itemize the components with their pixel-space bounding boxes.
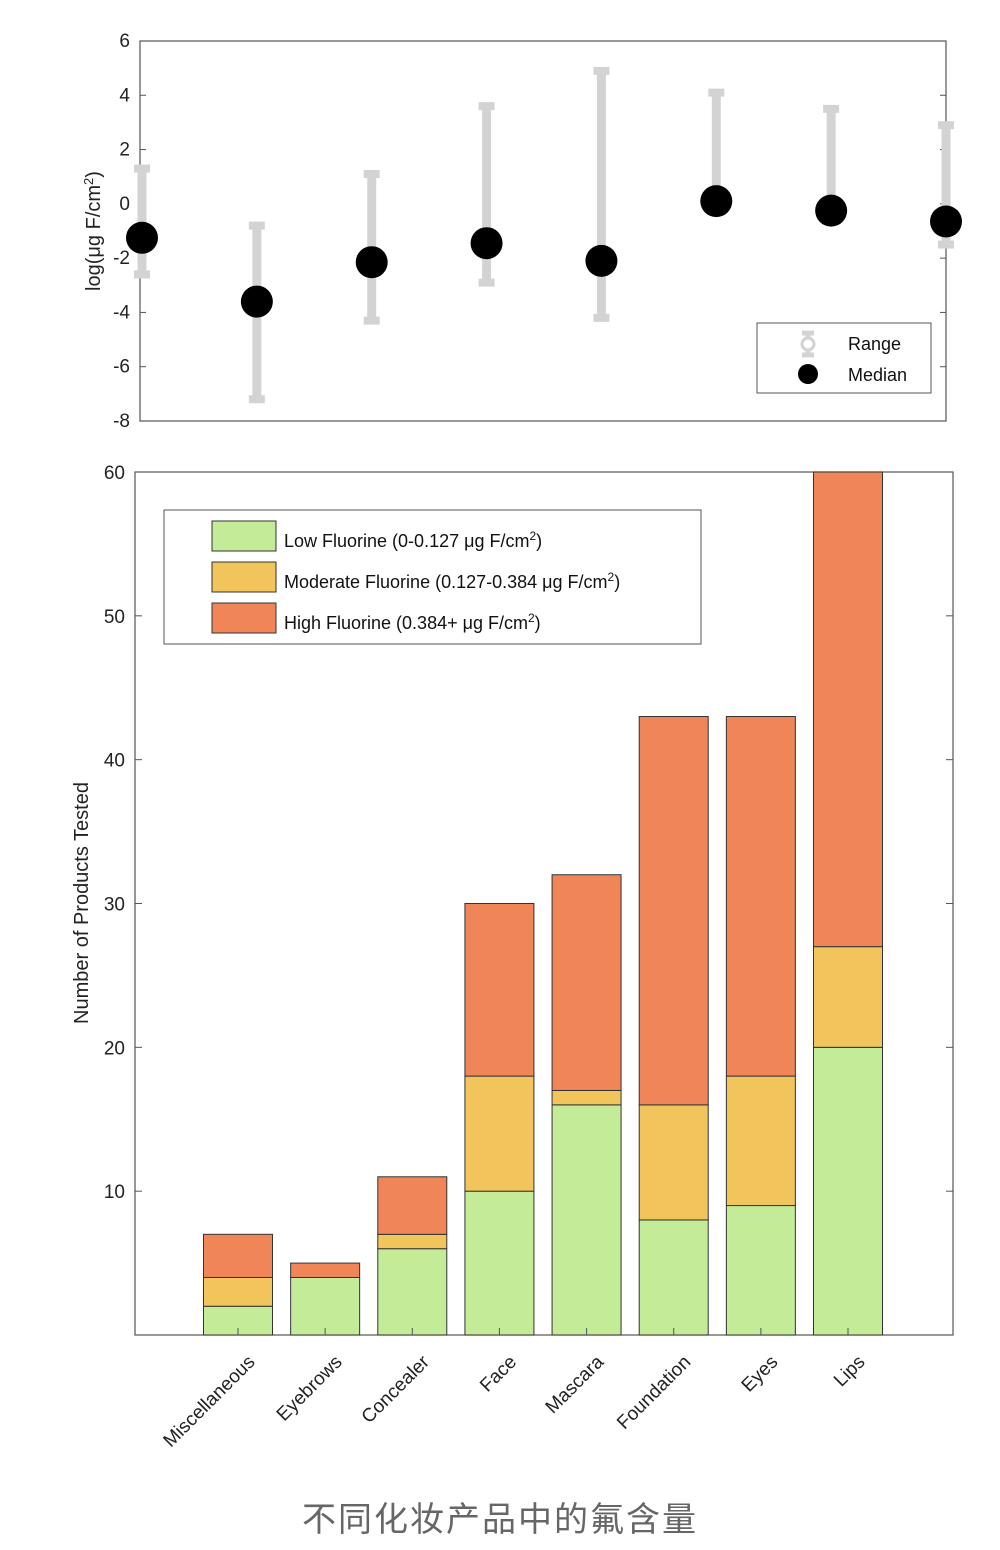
top-legend-box xyxy=(756,322,932,394)
median-point xyxy=(700,185,733,218)
bar-segment-moderate xyxy=(725,1075,796,1207)
bar-segment-moderate xyxy=(638,1104,709,1221)
legend-high-close: ) xyxy=(535,613,541,633)
legend-low-label: Low Fluorine (0-0.127 μg F/cm2) xyxy=(284,529,542,551)
top-y-tick-label: 2 xyxy=(119,140,130,161)
bottom-y-tick-label: 40 xyxy=(104,751,125,772)
bottom-y-tick-label: 20 xyxy=(104,1038,125,1059)
legend-high-label: High Fluorine (0.384+ μg F/cm2) xyxy=(284,611,541,633)
bar-segment-moderate xyxy=(377,1233,448,1250)
bar-segment-high xyxy=(638,716,709,1106)
bar-segment-high xyxy=(464,903,535,1077)
x-category-label: Mascara xyxy=(542,1351,609,1418)
bar-segment-high xyxy=(203,1233,273,1278)
bar-segment-moderate xyxy=(464,1075,535,1192)
legend-range-label: Range xyxy=(848,334,901,354)
median-point xyxy=(815,194,848,227)
bar-segment-high xyxy=(551,874,622,1091)
bottom-x-axis-labels: Miscellaneous Eyebrows Concealer Face Mascar… xyxy=(160,1328,870,1452)
bottom-legend: Low Fluorine (0-0.127 μg F/cm2) Moderate… xyxy=(163,509,702,645)
top-y-axis-label-sup: 2 xyxy=(81,178,96,185)
x-category-label: Eyes xyxy=(738,1352,783,1397)
top-legend: Range Median xyxy=(756,322,932,394)
legend-low-swatch xyxy=(211,520,277,552)
bar-segment-high xyxy=(725,716,796,1077)
legend-moderate-close: ) xyxy=(614,572,620,592)
bar-segment-low xyxy=(725,1205,796,1336)
legend-moderate-swatch xyxy=(211,561,277,593)
bar-segment-moderate xyxy=(551,1089,622,1106)
bottom-y-tick-label: 50 xyxy=(104,607,125,628)
legend-high-swatch xyxy=(211,602,277,634)
top-y-axis-label-main: log(μg F/cm xyxy=(83,185,105,291)
top-y-tick-label: -8 xyxy=(113,411,130,432)
median-point xyxy=(930,205,962,238)
top-y-tick-label: -4 xyxy=(113,302,130,323)
legend-high-sup: 2 xyxy=(528,611,535,625)
legend-median-marker xyxy=(798,364,818,384)
top-plot-marks xyxy=(126,66,962,404)
legend-range-dot xyxy=(800,336,816,352)
bar-segment-moderate xyxy=(203,1276,273,1307)
x-category-label: Miscellaneous xyxy=(160,1352,260,1452)
median-point xyxy=(355,246,388,279)
legend-low-close: ) xyxy=(536,531,542,551)
x-category-label: Face xyxy=(476,1352,521,1397)
top-y-tick-label: 6 xyxy=(119,31,130,52)
top-y-tick-label: 0 xyxy=(119,194,130,215)
median-point xyxy=(585,244,618,277)
bottom-y-tick-label: 60 xyxy=(104,463,125,484)
legend-moderate-sup: 2 xyxy=(608,570,615,584)
bar-segment-high xyxy=(813,471,883,948)
x-category-label: Lips xyxy=(830,1352,869,1391)
stacked-bar-chart: 60 50 40 30 20 10 Miscellaneous Eyebrows Concea… xyxy=(71,463,954,1452)
median-point xyxy=(126,221,158,254)
bar-segment-high xyxy=(377,1176,448,1235)
bar-segment-low xyxy=(638,1219,709,1336)
bottom-bars xyxy=(203,471,883,1336)
x-category-label: Concealer xyxy=(358,1351,435,1428)
legend-high-text: High Fluorine (0.384+ μg F/cm xyxy=(284,613,528,633)
x-category-label: Foundation xyxy=(613,1352,695,1434)
bar-segment-high xyxy=(290,1262,361,1278)
top-y-axis-label-close: ) xyxy=(83,171,105,178)
bar-segment-low xyxy=(464,1190,535,1336)
top-y-tick-label: -2 xyxy=(113,248,130,269)
bar-segment-low xyxy=(813,1046,883,1336)
median-point xyxy=(470,227,503,260)
median-point xyxy=(240,285,273,318)
bar-segment-moderate xyxy=(813,946,883,1048)
legend-moderate-label: Moderate Fluorine (0.127-0.384 μg F/cm2) xyxy=(284,570,620,592)
x-category-label: Eyebrows xyxy=(273,1352,347,1426)
bottom-y-axis-ticks: 60 50 40 30 20 10 xyxy=(104,463,953,1203)
legend-low-text: Low Fluorine (0-0.127 μg F/cm xyxy=(284,531,529,551)
bar-segment-low xyxy=(551,1104,622,1336)
bottom-y-tick-label: 10 xyxy=(104,1182,125,1203)
top-y-tick-label: -6 xyxy=(113,357,130,378)
bottom-y-tick-label: 30 xyxy=(104,895,125,916)
figure-caption: 不同化妆产品中的氟含量 xyxy=(302,1500,698,1540)
legend-median-label: Median xyxy=(848,365,907,385)
top-y-axis-label: log(μg F/cm2) xyxy=(81,171,106,291)
legend-moderate-text: Moderate Fluorine (0.127-0.384 μg F/cm xyxy=(284,572,608,592)
bottom-y-axis-label: Number of Products Tested xyxy=(71,782,93,1024)
legend-low-sup: 2 xyxy=(529,529,536,543)
bar-segment-low xyxy=(377,1248,448,1336)
top-y-tick-label: 4 xyxy=(119,85,130,106)
bar-segment-low xyxy=(290,1276,361,1336)
